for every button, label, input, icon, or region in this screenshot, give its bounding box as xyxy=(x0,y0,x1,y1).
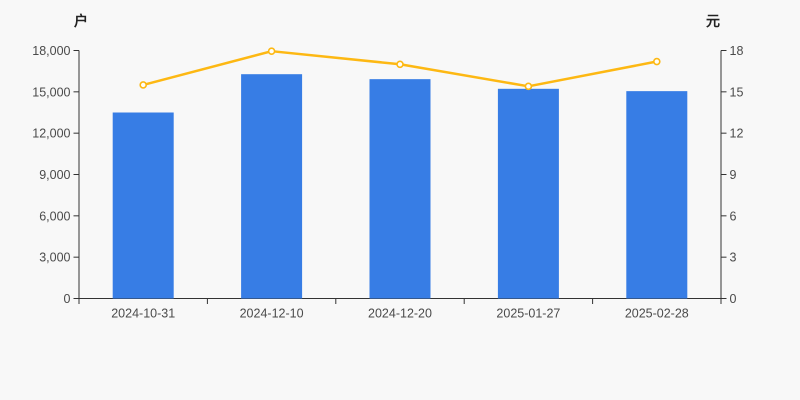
left-axis-tick-label: 9,000 xyxy=(39,168,70,182)
right-axis-title: 元 xyxy=(706,13,720,29)
bar[interactable] xyxy=(241,74,303,299)
left-axis-tick-label: 6,000 xyxy=(39,209,70,223)
left-axis-tick-label: 12,000 xyxy=(32,127,70,141)
line-marker[interactable] xyxy=(139,81,147,89)
left-axis-tick-label: 3,000 xyxy=(39,251,70,265)
left-axis-title: 户 xyxy=(74,13,88,29)
line-marker[interactable] xyxy=(652,57,661,66)
line-marker[interactable] xyxy=(524,82,533,91)
x-axis-category-label: 2025-02-28 xyxy=(625,307,689,321)
right-axis-tick-label: 18 xyxy=(730,44,744,58)
right-axis-tick-label: 15 xyxy=(730,85,744,99)
right-axis-tick-label: 0 xyxy=(730,292,737,306)
left-axis-tick-label: 18,000 xyxy=(32,44,70,58)
bar[interactable] xyxy=(626,91,688,299)
bar[interactable] xyxy=(497,88,559,299)
line-marker[interactable] xyxy=(396,60,404,69)
x-axis-category-label: 2024-12-20 xyxy=(368,307,432,321)
right-axis-tick-label: 12 xyxy=(730,127,744,141)
right-axis-tick-label: 3 xyxy=(730,251,737,265)
line-marker[interactable] xyxy=(267,47,276,55)
left-axis-tick-label: 15,000 xyxy=(32,85,70,99)
right-axis-tick-label: 9 xyxy=(730,168,737,182)
left-axis-tick-label: 0 xyxy=(64,292,71,306)
bar[interactable] xyxy=(112,112,174,299)
right-axis-tick-label: 6 xyxy=(730,209,737,223)
x-axis-category-label: 2024-10-31 xyxy=(111,307,175,321)
x-axis-category-label: 2024-12-10 xyxy=(240,307,304,321)
x-axis-category-label: 2025-01-27 xyxy=(496,307,560,321)
bar[interactable] xyxy=(369,79,431,299)
